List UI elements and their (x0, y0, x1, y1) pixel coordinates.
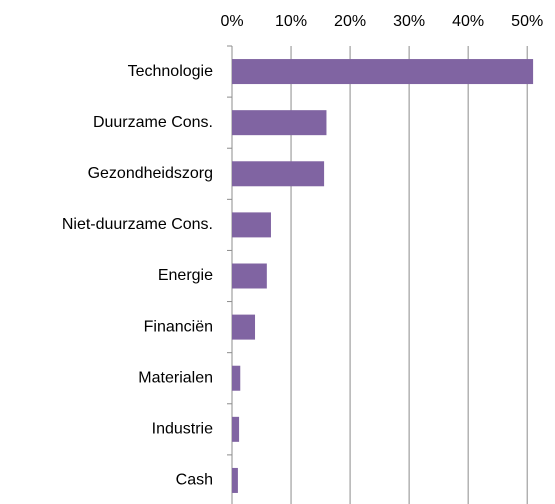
y-tick-label: Gezondheidszorg (88, 165, 213, 182)
y-tick-label: Materialen (138, 369, 213, 386)
bar (232, 263, 267, 289)
bar (232, 59, 534, 85)
y-tick-label: Industrie (152, 421, 213, 438)
x-tick-label: 50% (511, 13, 543, 30)
bar (232, 161, 325, 187)
y-tick-label: Financiën (144, 318, 213, 335)
bar (232, 110, 327, 136)
y-tick-label: Energie (158, 267, 213, 284)
y-tick-label: Technologie (128, 63, 214, 80)
bar (232, 365, 241, 391)
y-tick-label: Niet-duurzame Cons. (62, 216, 213, 233)
y-tick-label: Duurzame Cons. (93, 114, 213, 131)
x-tick-label: 30% (393, 13, 425, 30)
x-tick-label: 40% (452, 13, 484, 30)
bar (232, 416, 240, 442)
bar (232, 467, 238, 493)
bar (232, 212, 271, 238)
bar (232, 314, 256, 340)
y-tick-label: Cash (176, 472, 213, 489)
x-tick-label: 10% (275, 13, 307, 30)
x-tick-label: 0% (220, 13, 243, 30)
x-tick-label: 20% (334, 13, 366, 30)
